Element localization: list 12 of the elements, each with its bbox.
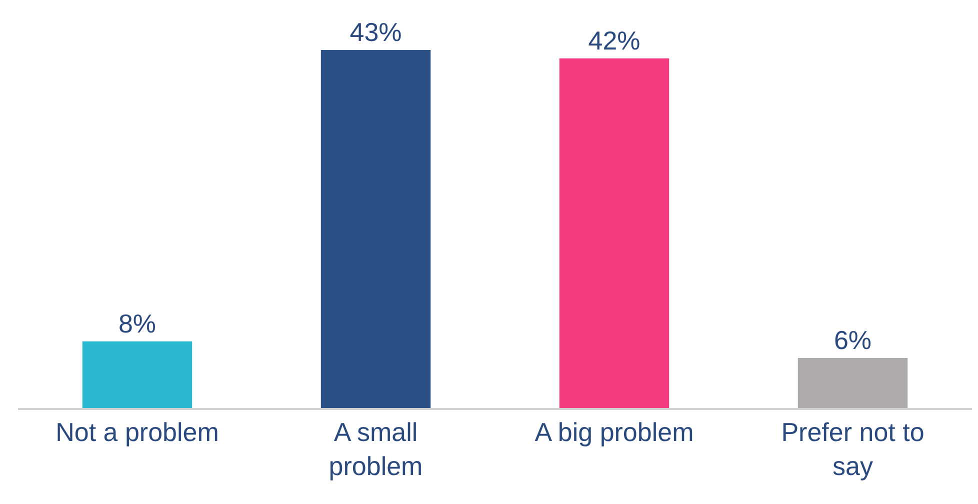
bar [798, 358, 908, 408]
data-label: 8% [118, 308, 156, 338]
x-tick-label: Not a problem [56, 416, 219, 447]
data-label: 43% [350, 17, 402, 47]
bar [320, 50, 431, 408]
bar [559, 58, 670, 408]
data-label: 6% [834, 325, 872, 356]
bar [82, 341, 192, 408]
x-tick-label: A small problem [328, 416, 423, 481]
x-tick-label: Prefer not to say [781, 416, 924, 481]
data-label: 42% [588, 25, 640, 56]
x-tick-label: A big problem [534, 416, 694, 447]
